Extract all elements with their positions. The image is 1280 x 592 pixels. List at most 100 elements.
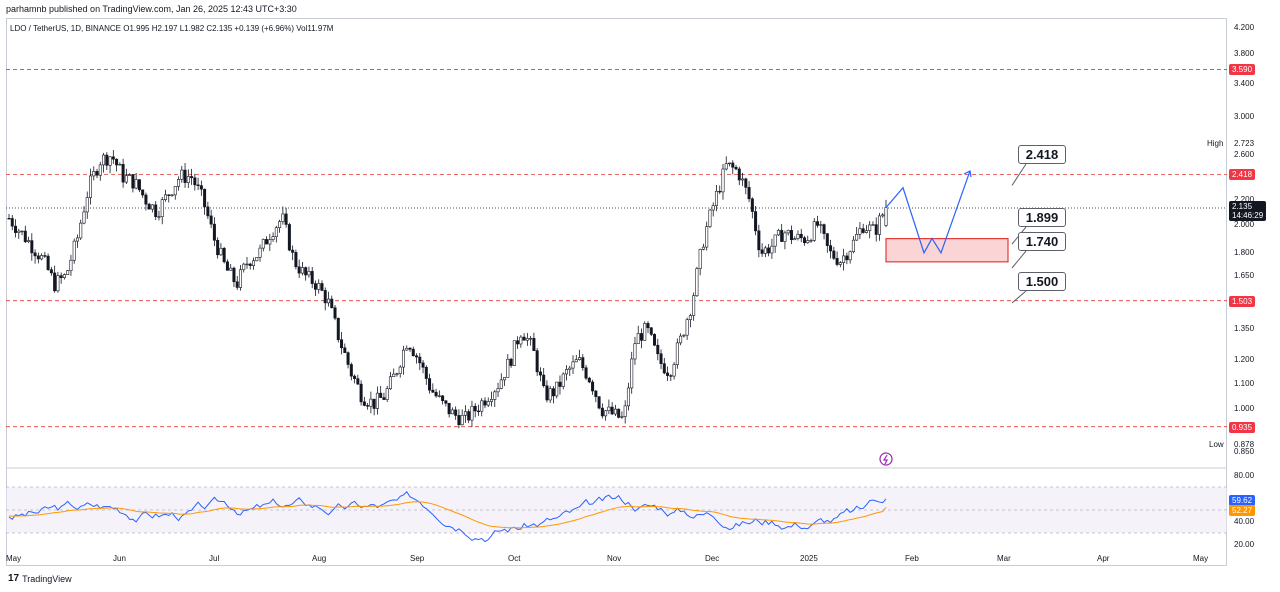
candle-body	[692, 295, 696, 316]
candle-body	[111, 156, 115, 160]
candle-body	[838, 262, 842, 265]
candle-body	[483, 400, 487, 406]
candle-body	[428, 378, 432, 391]
candle-body	[555, 381, 559, 397]
high-label: High	[1207, 139, 1224, 148]
candle-body	[216, 240, 220, 256]
candle-body	[825, 233, 829, 246]
candle-body	[294, 252, 298, 268]
candle-body	[95, 171, 99, 176]
price-tick: 1.200	[1234, 355, 1255, 365]
candle-body	[705, 226, 709, 248]
candle-body	[356, 378, 360, 385]
candle-body	[542, 374, 546, 387]
low-label: Low	[1209, 440, 1224, 449]
candle-body	[72, 240, 76, 261]
target-label-1899[interactable]: 1.899	[1018, 208, 1066, 227]
candle-body	[770, 245, 774, 254]
target-label-1740[interactable]: 1.740	[1018, 232, 1066, 251]
time-tick: Jun	[113, 554, 126, 563]
candle-body	[496, 388, 500, 393]
candle-body	[613, 408, 617, 415]
candle-body	[274, 227, 278, 237]
candle-body	[232, 267, 236, 283]
candle-body	[411, 348, 415, 357]
candle-body	[388, 376, 392, 390]
tradingview-logo[interactable]: 17 TradingView	[8, 573, 72, 584]
candle-body	[206, 206, 210, 217]
candle-body	[167, 194, 171, 196]
candle-body	[157, 216, 161, 218]
candle-body	[868, 224, 872, 231]
candle-body	[141, 189, 145, 196]
candle-body	[163, 194, 167, 200]
current-price-tag: 2.135 14:46:29	[1229, 201, 1267, 221]
candle-body	[203, 188, 207, 208]
candle-body	[245, 263, 249, 266]
candle-body	[196, 184, 200, 186]
candle-body	[874, 224, 878, 235]
candle-body	[14, 225, 18, 233]
price-tick: 3.000	[1234, 112, 1255, 122]
candle-body	[346, 352, 350, 365]
candle-body	[150, 204, 154, 210]
rsi-ma-line	[8, 501, 887, 529]
candle-body	[470, 405, 474, 421]
candle-body	[310, 271, 314, 284]
candle-body	[855, 234, 859, 241]
time-tick: Dec	[705, 554, 719, 563]
demand-zone	[885, 238, 1009, 263]
candle-body	[379, 392, 383, 398]
candle-body	[421, 362, 425, 368]
candle-body	[633, 343, 637, 360]
low-value: 0.878	[1234, 440, 1255, 449]
candle-body	[728, 162, 732, 165]
candle-body	[463, 411, 467, 416]
callout-connector	[1011, 250, 1027, 269]
candle-body	[675, 342, 679, 365]
projection-path	[885, 170, 971, 255]
candle-body	[17, 230, 21, 233]
candle-body	[776, 229, 780, 236]
price-tick: 1.650	[1234, 270, 1255, 280]
candle-body	[336, 317, 340, 341]
candle-body	[877, 215, 881, 235]
candle-body	[773, 234, 777, 247]
candle-body	[441, 395, 445, 402]
candle-body	[323, 290, 327, 304]
candle-body	[626, 387, 630, 407]
candle-body	[486, 401, 490, 406]
candle-body	[33, 252, 37, 257]
price-tick: 1.350	[1234, 324, 1255, 334]
candle-body	[447, 402, 451, 415]
candle-body	[320, 283, 324, 291]
candle-body	[610, 406, 614, 415]
candle-body	[49, 269, 53, 274]
candle-body	[115, 158, 119, 166]
candle-body	[731, 162, 735, 168]
price-tick: 1.100	[1234, 378, 1255, 388]
high-value: 2.723	[1234, 139, 1255, 148]
candle-body	[685, 319, 689, 336]
target-label-1500[interactable]: 1.500	[1018, 272, 1066, 291]
candle-body	[639, 333, 643, 341]
chart-frame	[6, 18, 1227, 566]
target-label-2418[interactable]: 2.418	[1018, 145, 1066, 164]
lightning-icon[interactable]	[879, 452, 893, 466]
candle-body	[401, 349, 405, 368]
candle-body	[170, 194, 174, 196]
candle-body	[587, 377, 591, 383]
candle-body	[698, 249, 702, 269]
candle-body	[43, 255, 47, 257]
candle-body	[375, 392, 379, 409]
candle-body	[845, 255, 849, 261]
candle-body	[392, 373, 396, 378]
candle-body	[568, 367, 572, 370]
candle-body	[476, 410, 480, 413]
candle-body	[682, 334, 686, 337]
candle-body	[509, 358, 513, 366]
candle-body	[858, 228, 862, 235]
rsi-tick: 40.00	[1234, 516, 1255, 526]
candle-body	[369, 398, 373, 407]
